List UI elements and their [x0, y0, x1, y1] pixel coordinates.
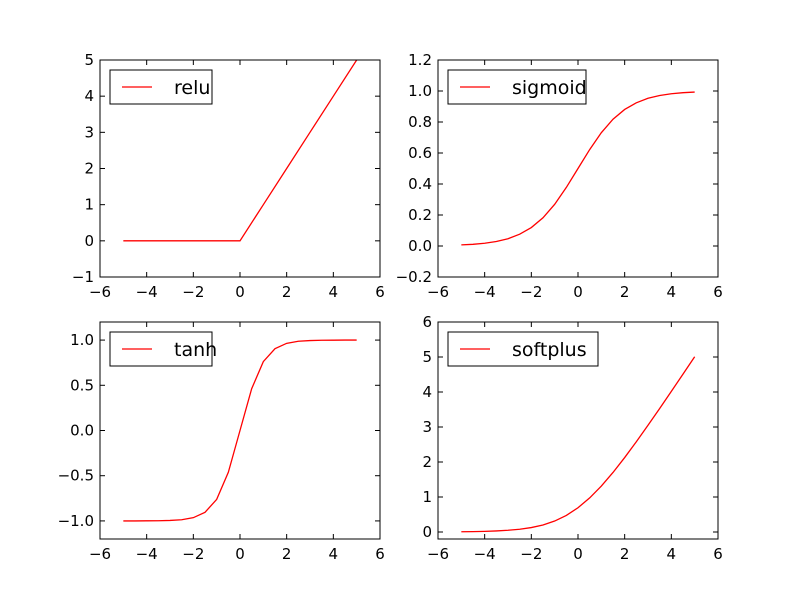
- y-tick-label: −0.5: [58, 467, 94, 485]
- x-tick-label: −4: [136, 545, 158, 563]
- x-tick-label: 6: [375, 545, 385, 563]
- y-tick-label: 1.0: [408, 82, 432, 100]
- y-tick-label: −1: [72, 268, 94, 286]
- legend-label: sigmoid: [512, 77, 587, 99]
- y-tick-label: 0.0: [408, 237, 432, 255]
- x-tick-label: −6: [89, 283, 111, 301]
- y-tick-label: 5: [84, 51, 94, 69]
- x-tick-label: −6: [427, 283, 449, 301]
- y-tick-label: 3: [84, 123, 94, 141]
- y-tick-label: 5: [422, 348, 432, 366]
- x-tick-label: 0: [573, 283, 583, 301]
- y-tick-label: 1: [422, 488, 432, 506]
- x-tick-label: −2: [182, 283, 204, 301]
- x-tick-label: −6: [89, 545, 111, 563]
- y-tick-label: 0.5: [70, 376, 94, 394]
- y-tick-label: 2: [422, 453, 432, 471]
- x-tick-label: 0: [573, 545, 583, 563]
- series-line-tanh: [123, 339, 357, 522]
- subplot-relu: −6 −4 −2 0 2 4 6 −1 0 1 2 3 4 5 relu: [72, 51, 385, 301]
- y-tick-label: 0.8: [408, 113, 432, 131]
- x-tick-label: 0: [235, 283, 245, 301]
- y-tick-label: 4: [422, 383, 432, 401]
- y-tick-label: −1.0: [58, 512, 94, 530]
- legend-label: tanh: [174, 339, 217, 361]
- y-tick-label: 0.2: [408, 206, 432, 224]
- y-tick-label: 1.0: [70, 331, 94, 349]
- x-tick-label: 2: [282, 545, 292, 563]
- x-tick-label: −2: [520, 283, 542, 301]
- legend: sigmoid: [447, 69, 587, 105]
- x-tick-label: −6: [427, 545, 449, 563]
- x-tick-label: −4: [474, 283, 496, 301]
- y-tick-label: 4: [84, 87, 94, 105]
- x-tick-label: −2: [520, 545, 542, 563]
- y-tick-label: 3: [422, 418, 432, 436]
- legend: tanh: [109, 331, 217, 367]
- x-tick-label: 6: [375, 283, 385, 301]
- y-tick-label: 0: [84, 232, 94, 250]
- legend: relu: [109, 69, 213, 105]
- y-tick-label: 1.2: [408, 51, 432, 69]
- legend: softplus: [447, 331, 599, 367]
- x-tick-label: −2: [182, 545, 204, 563]
- x-tick-label: 4: [329, 283, 339, 301]
- x-tick-label: 2: [620, 283, 630, 301]
- series-line-sigmoid: [461, 91, 695, 246]
- y-tick-label: 0.4: [408, 175, 432, 193]
- x-tick-label: 6: [713, 283, 723, 301]
- x-tick-label: 6: [713, 545, 723, 563]
- y-tick-label: 0: [422, 523, 432, 541]
- x-tick-label: −4: [136, 283, 158, 301]
- y-tick-label: 2: [84, 160, 94, 178]
- series-line-relu: [123, 60, 358, 242]
- x-tick-label: 2: [620, 545, 630, 563]
- subplot-softplus: −6 −4 −2 0 2 4 6 0 1 2 3 4 5 6 softplus: [422, 313, 722, 563]
- y-tick-label: −0.2: [396, 268, 432, 286]
- y-tick-label: 1: [84, 196, 94, 214]
- x-tick-label: 0: [235, 545, 245, 563]
- x-tick-label: 4: [667, 545, 677, 563]
- x-tick-label: 2: [282, 283, 292, 301]
- x-tick-label: −4: [474, 545, 496, 563]
- subplot-tanh: −6 −4 −2 0 2 4 6 −1.0 −0.5 0.0 0.5 1.0 tanh: [58, 321, 385, 563]
- y-tick-label: 6: [422, 313, 432, 331]
- legend-label: relu: [174, 77, 210, 99]
- series-line-softplus: [461, 356, 696, 533]
- x-tick-label: 4: [667, 283, 677, 301]
- x-tick-label: 4: [329, 545, 339, 563]
- y-tick-label: 0.6: [408, 144, 432, 162]
- y-tick-label: 0.0: [70, 422, 94, 440]
- subplot-sigmoid: −6 −4 −2 0 2 4 6 −0.2 0.0 0.2 0.4 0.6 0.8 1.0 1.2 sigmo…: [396, 51, 723, 301]
- legend-label: softplus: [512, 339, 587, 361]
